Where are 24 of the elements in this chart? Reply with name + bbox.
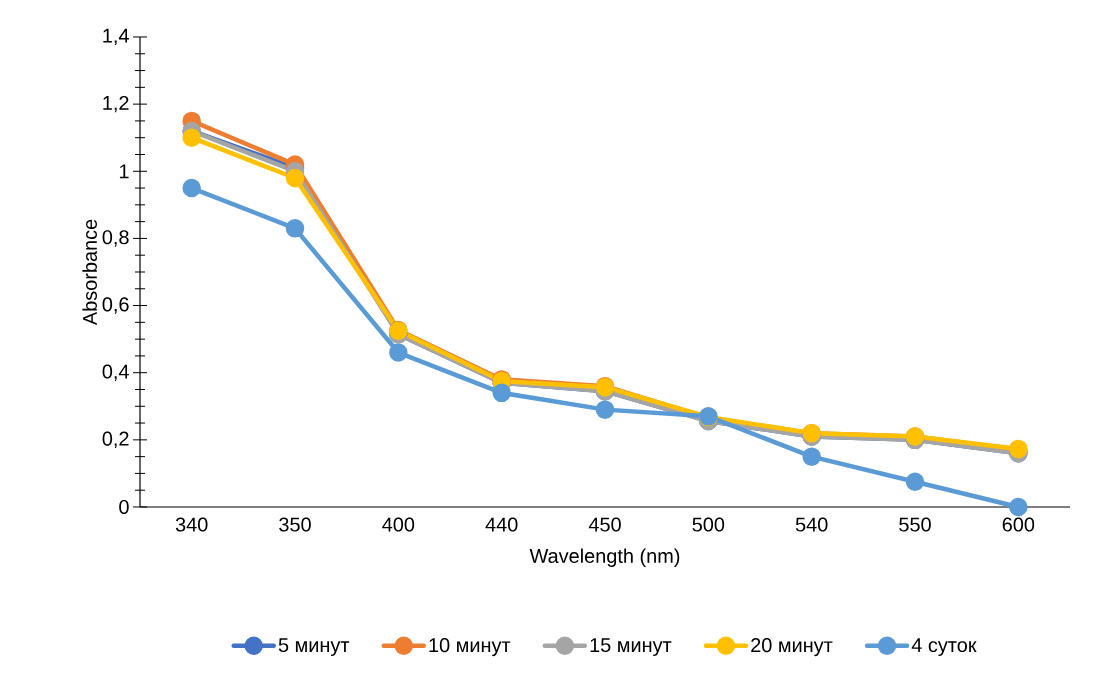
- y-tick-label: 0: [119, 499, 129, 515]
- legend-label: 15 минут: [590, 638, 672, 657]
- x-tick-label: 340: [175, 517, 208, 532]
- y-tick-label: 1: [119, 164, 129, 179]
- legend-label: 10 минут: [429, 638, 511, 657]
- x-tick-label: 500: [692, 517, 725, 532]
- x-axis-title: Wavelength (nm): [529, 548, 680, 567]
- x-tick-label: 600: [1002, 517, 1035, 532]
- x-tick-label: 350: [279, 517, 311, 532]
- legend-label: 20 минут: [751, 638, 833, 657]
- legend-label: 4 суток: [911, 638, 977, 657]
- x-tick-label: 440: [485, 517, 518, 532]
- y-tick-label: 0,6: [102, 297, 129, 314]
- x-tick-label: 550: [899, 517, 931, 532]
- y-tick-label: 0,4: [102, 364, 129, 381]
- y-tick-label: 0,8: [102, 230, 129, 247]
- x-tick-label: 400: [382, 517, 415, 532]
- legend-label: 5 минут: [278, 638, 350, 657]
- y-tick-label: 1,4: [103, 28, 129, 46]
- x-tick-label: 540: [795, 517, 828, 532]
- x-tick-label: 450: [588, 517, 621, 532]
- y-axis-title: Absorbance: [82, 219, 97, 326]
- y-tick-label: 1,2: [103, 95, 129, 113]
- y-tick-label: 0,2: [102, 431, 129, 449]
